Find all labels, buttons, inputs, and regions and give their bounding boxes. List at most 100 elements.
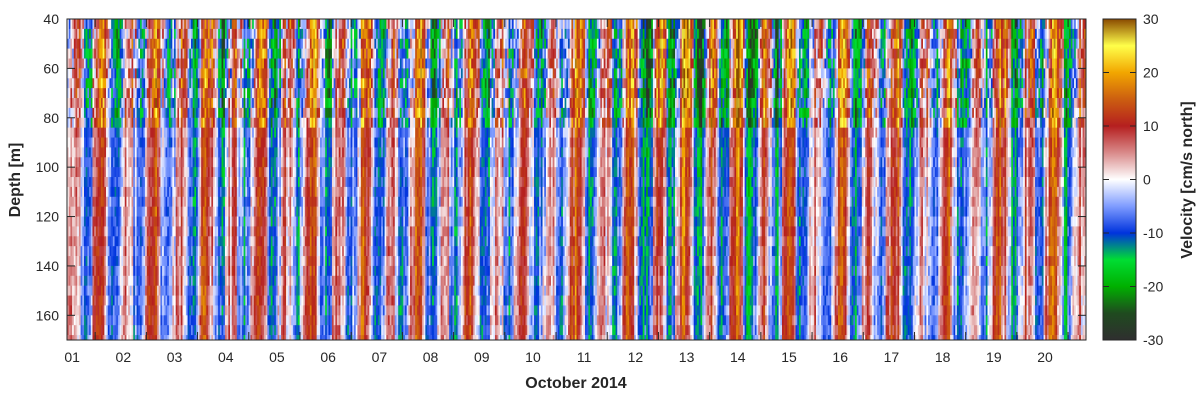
- heatmap-column: [119, 19, 122, 340]
- heatmap-cell: [119, 137, 122, 148]
- heatmap-cell: [134, 305, 138, 316]
- heatmap-cell: [134, 246, 138, 257]
- heatmap-cell: [100, 216, 104, 227]
- heatmap-cell: [117, 186, 121, 198]
- heatmap-cell: [75, 206, 78, 217]
- heatmap-cell: [119, 98, 122, 109]
- heatmap-cell: [140, 305, 143, 316]
- heatmap-cell: [67, 256, 70, 267]
- heatmap-cell: [109, 305, 112, 316]
- heatmap-cell: [68, 275, 71, 286]
- heatmap-cell: [146, 305, 150, 316]
- heatmap-cell: [82, 19, 85, 30]
- heatmap-cell: [106, 236, 109, 247]
- heatmap-cell: [126, 315, 129, 326]
- heatmap-cell: [78, 265, 82, 277]
- heatmap-cell: [138, 78, 141, 89]
- heatmap-cell: [90, 335, 94, 340]
- heatmap-cell: [72, 58, 75, 69]
- heatmap-cell: [148, 256, 151, 267]
- heatmap-cell: [129, 88, 133, 99]
- heatmap-cell: [67, 177, 70, 188]
- heatmap-cell: [94, 117, 97, 128]
- heatmap-cell: [131, 147, 134, 158]
- heatmap-cell: [85, 295, 88, 306]
- heatmap-cell: [111, 325, 114, 336]
- heatmap-cell: [111, 78, 114, 89]
- heatmap-cell: [90, 58, 94, 69]
- heatmap-cell: [89, 48, 92, 59]
- heatmap-cell: [124, 28, 128, 40]
- heatmap-cell: [136, 186, 139, 198]
- heatmap-cell: [73, 28, 77, 40]
- heatmap-cell: [131, 38, 134, 49]
- heatmap-cell: [114, 305, 117, 316]
- heatmap-cell: [72, 48, 75, 59]
- heatmap-cell: [89, 98, 92, 109]
- heatmap-cell: [106, 157, 109, 168]
- heatmap-cell: [72, 196, 75, 207]
- heatmap-cell: [112, 275, 116, 286]
- heatmap-cell: [95, 226, 99, 237]
- heatmap-cell: [136, 28, 139, 40]
- heatmap-cell: [128, 226, 131, 237]
- heatmap-cell: [95, 265, 99, 277]
- heatmap-cell: [124, 117, 128, 128]
- heatmap-cell: [89, 38, 92, 49]
- heatmap-cell: [134, 147, 138, 158]
- heatmap-cell: [68, 315, 71, 326]
- heatmap-cell: [112, 335, 116, 340]
- heatmap-cell: [102, 68, 105, 79]
- heatmap-cell: [77, 305, 80, 316]
- heatmap-cell: [146, 167, 150, 178]
- heatmap-cell: [133, 107, 136, 119]
- heatmap-cell: [102, 226, 105, 237]
- heatmap-cell: [136, 167, 139, 178]
- heatmap-column: [83, 19, 87, 340]
- heatmap-cell: [75, 315, 78, 326]
- heatmap-cell: [138, 295, 141, 306]
- heatmap-column: [143, 19, 146, 340]
- heatmap-cell: [97, 98, 100, 109]
- heatmap-cell: [116, 315, 119, 326]
- heatmap-cell: [136, 58, 139, 69]
- heatmap-cell: [106, 265, 109, 277]
- heatmap-cell: [140, 285, 143, 296]
- heatmap-cell: [114, 157, 117, 168]
- heatmap-cell: [106, 19, 109, 30]
- heatmap-cell: [68, 157, 71, 168]
- heatmap-cell: [100, 206, 104, 217]
- heatmap-cell: [143, 265, 146, 277]
- heatmap-cell: [70, 48, 73, 59]
- heatmap-cell: [85, 167, 88, 178]
- heatmap-cell: [80, 19, 83, 30]
- heatmap-cell: [112, 19, 116, 30]
- heatmap-cell: [133, 137, 136, 148]
- heatmap-cell: [140, 28, 143, 40]
- heatmap-cell: [68, 48, 71, 59]
- heatmap-cell: [112, 177, 116, 188]
- heatmap-cell: [148, 117, 151, 128]
- heatmap-cell: [124, 236, 128, 247]
- heatmap-cell: [146, 147, 150, 158]
- heatmap-cell: [141, 335, 145, 340]
- heatmap-cell: [70, 196, 73, 207]
- heatmap-cell: [83, 68, 87, 79]
- heatmap-cell: [92, 305, 95, 316]
- heatmap-cell: [114, 246, 117, 257]
- heatmap-cell: [90, 137, 94, 148]
- heatmap-cell: [102, 48, 105, 59]
- heatmap-cell: [136, 19, 139, 30]
- heatmap-cell: [141, 236, 145, 247]
- heatmap-cell: [70, 127, 73, 138]
- heatmap-cell: [136, 38, 139, 49]
- heatmap-cell: [126, 196, 129, 207]
- heatmap-cell: [126, 295, 129, 306]
- heatmap-cell: [128, 236, 131, 247]
- heatmap-cell: [129, 295, 133, 306]
- heatmap-cell: [89, 78, 92, 89]
- heatmap-cell: [131, 78, 134, 89]
- heatmap-cell: [111, 256, 114, 267]
- heatmap-cell: [133, 265, 136, 277]
- heatmap-cell: [67, 295, 70, 306]
